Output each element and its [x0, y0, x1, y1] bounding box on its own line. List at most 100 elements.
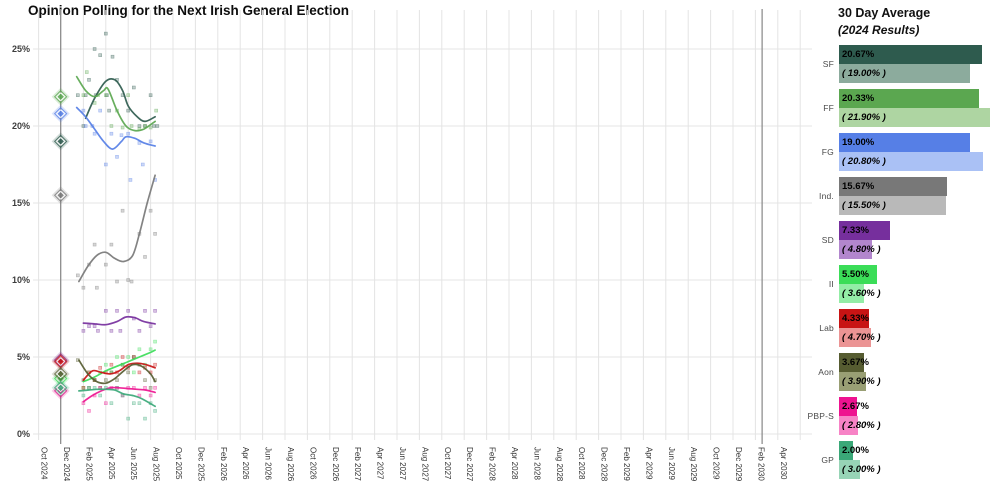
party-label-aon: Aon: [818, 367, 834, 377]
avg-bar-sd: 7.33%: [839, 221, 890, 240]
x-tick-label: Feb 2028: [488, 447, 497, 481]
x-tick-label: Apr 2029: [644, 447, 653, 480]
poll-point-fg: [98, 108, 102, 113]
poll-point-sd: [104, 308, 108, 313]
poll-point-fg: [104, 162, 108, 167]
x-tick-label: Apr 2025: [107, 447, 116, 480]
poll-point-ii: [132, 370, 136, 375]
poll-point-ii: [137, 347, 142, 352]
result-diamond-ring-ind: [53, 188, 68, 203]
poll-point-sd: [92, 324, 97, 329]
trend-line-lab: [82, 362, 156, 381]
avg-bar-ii: 5.50%: [839, 265, 877, 284]
poll-point-aon: [115, 378, 119, 382]
party-bars-sd: 7.33%( 4.80% ): [839, 221, 999, 259]
poll-point-aon: [143, 378, 147, 382]
x-tick-label: Feb 2025: [84, 447, 93, 481]
result-bar-sf: ( 19.00% ): [839, 64, 971, 83]
poll-point-gp: [126, 416, 130, 421]
poll-point-ff: [104, 93, 108, 97]
x-tick-label: Feb 2027: [353, 447, 362, 481]
poll-point-pbp: [148, 393, 153, 398]
poll-point-ff: [109, 124, 114, 128]
avg-bar-fg: 19.00%: [839, 133, 971, 152]
y-tick-label: 0%: [17, 429, 30, 439]
result-diamond-ring-fg: [53, 106, 68, 121]
party-bars-sf: 20.67%( 19.00% ): [839, 45, 999, 83]
party-row-sd: SD 7.33%( 4.80% ): [790, 221, 1000, 259]
poll-point-gp: [153, 409, 157, 413]
poll-point-ind: [143, 255, 147, 259]
trend-line-fg: [75, 106, 156, 150]
x-tick-label: Dec 2025: [196, 447, 205, 482]
party-bars-gp: 2.00%( 3.00% ): [839, 441, 999, 479]
poll-point-aon: [126, 370, 130, 375]
x-tick-label: Feb 2030: [756, 447, 765, 481]
x-tick-label: Oct 2025: [174, 447, 183, 480]
party-label-pbp: PBP-S: [807, 411, 834, 421]
x-tick-label: Jun 2025: [129, 447, 138, 480]
poll-point-aon: [148, 385, 153, 390]
result-diamond-ring-pbp: [53, 384, 68, 398]
party-label-gp: GP: [821, 455, 834, 465]
poll-point-pbp: [153, 385, 157, 390]
poll-point-fg: [83, 124, 88, 128]
result-bar-aon: ( 3.90% ): [839, 372, 881, 391]
x-tick-label: Oct 2027: [443, 447, 452, 480]
poll-point-fg: [140, 162, 145, 167]
poll-point-pbp: [143, 385, 147, 390]
right-panel: 30 Day Average (2024 Results) SF 20.67%( …: [790, 0, 1000, 500]
poll-point-fg: [126, 131, 130, 136]
poll-point-sf: [76, 93, 80, 97]
party-bars-ii: 5.50%( 3.60% ): [839, 265, 999, 303]
poll-point-ind: [76, 273, 80, 278]
x-tick-label: Feb 2026: [219, 447, 228, 481]
y-tick-label: 15%: [12, 198, 30, 208]
x-tick-label: Dec 2026: [331, 447, 340, 482]
poll-point-gp: [137, 401, 142, 406]
x-tick-label: Aug 2028: [555, 447, 564, 482]
result-diamond-ring-sf: [53, 134, 68, 149]
result-bar-lab: ( 4.70% ): [839, 328, 881, 347]
result-diamond-ring-sd: [53, 353, 68, 367]
page-title: Opinion Polling for the Next Irish Gener…: [28, 3, 350, 18]
poll-point-sd: [118, 329, 123, 333]
trend-line-ii: [82, 349, 156, 383]
poll-point-sf: [110, 54, 115, 59]
x-tick-label: Apr 2030: [779, 447, 788, 480]
x-tick-label: Dec 2027: [465, 447, 474, 482]
trend-line-ff: [75, 75, 156, 132]
poll-point-lab: [120, 355, 125, 359]
result-bar-ff: ( 21.90% ): [839, 108, 991, 127]
poll-point-fg: [148, 139, 153, 144]
poll-point-lab: [109, 362, 114, 367]
trend-line-ind: [78, 174, 156, 283]
poll-point-pbp: [87, 409, 91, 413]
x-tick-label: Jun 2029: [667, 447, 676, 480]
poll-point-ind: [104, 262, 108, 267]
result-diamond-lab: [56, 357, 66, 366]
result-diamond-ff: [56, 92, 66, 102]
poll-point-sd: [81, 329, 86, 333]
poll-point-sf: [105, 93, 109, 97]
party-label-sd: SD: [821, 235, 834, 245]
poll-point-ff: [120, 125, 125, 130]
x-tick-label: Jun 2027: [398, 447, 407, 480]
poll-point-fg: [115, 155, 119, 159]
poll-point-ff: [148, 125, 153, 130]
poll-point-pbp: [104, 401, 108, 406]
result-bar-ii: ( 3.60% ): [839, 284, 881, 303]
avg-bar-pbp: 2.67%: [839, 397, 869, 416]
poll-point-ii: [126, 355, 130, 359]
x-tick-label: Oct 2028: [577, 447, 586, 480]
poll-point-gp: [109, 401, 114, 406]
trend-line-aon: [78, 359, 156, 385]
party-row-fg: FG 19.00%( 20.80% ): [790, 133, 1000, 171]
panel-title: 30 Day Average: [838, 6, 931, 20]
poll-point-gp: [143, 416, 147, 421]
polling-chart: Oct 2024 Dec 2024 Feb 2025 Apr 2025 Jun 2025…: [12, 9, 812, 482]
poll-point-sf: [143, 124, 147, 128]
party-row-ii: II 5.50%( 3.60% ): [790, 265, 1000, 303]
poll-point-ii: [81, 385, 86, 390]
